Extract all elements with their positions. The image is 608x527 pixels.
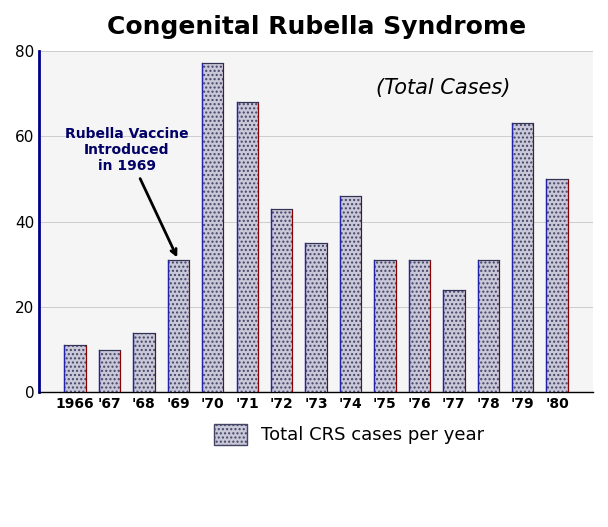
Bar <box>202 63 224 393</box>
Bar <box>168 260 189 393</box>
Bar <box>133 333 154 393</box>
Bar <box>547 179 568 393</box>
Bar <box>237 102 258 393</box>
Title: Congenital Rubella Syndrome: Congenital Rubella Syndrome <box>106 15 526 39</box>
Bar <box>305 243 326 393</box>
Bar <box>271 209 292 393</box>
Bar <box>99 350 120 393</box>
Bar <box>409 260 430 393</box>
Legend: Total CRS cases per year: Total CRS cases per year <box>207 416 492 452</box>
Bar <box>512 123 533 393</box>
Text: (Total Cases): (Total Cases) <box>376 78 511 98</box>
Bar <box>478 260 499 393</box>
Text: Rubella Vaccine
Introduced
in 1969: Rubella Vaccine Introduced in 1969 <box>65 127 188 255</box>
Bar <box>443 290 465 393</box>
Bar <box>375 260 396 393</box>
Bar <box>64 345 86 393</box>
Bar <box>340 196 361 393</box>
